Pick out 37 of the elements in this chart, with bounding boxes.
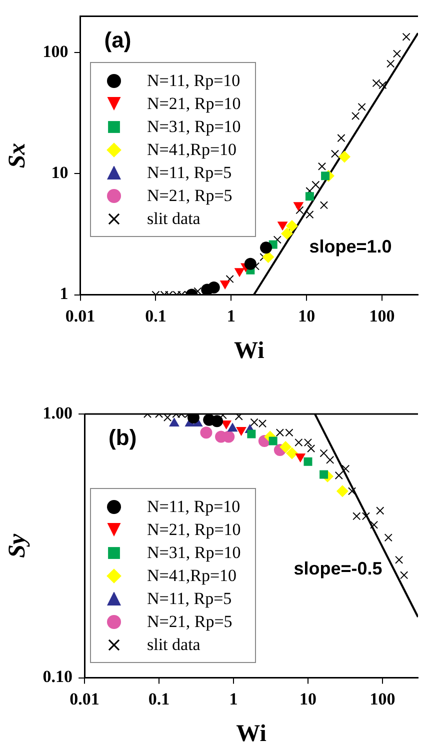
x-tick-label: 1 (226, 306, 236, 326)
x-tick-label: 1 (229, 689, 238, 708)
x-tick-label: 0.1 (148, 689, 170, 708)
x-tick-label: 10 (298, 306, 316, 326)
y-tick-label: 10 (51, 163, 68, 182)
legend-label: N=21, Rp=10 (147, 519, 241, 541)
y-tick-label: 0.10 (42, 667, 73, 686)
y-axis-title: Sy (4, 534, 31, 558)
legend-label: N=31, Rp=10 (147, 542, 241, 564)
legend-label: N=41,Rp=10 (147, 139, 237, 161)
annotation: slope=-0.5 (294, 558, 382, 579)
legend-label: N=11, Rp=5 (147, 588, 232, 610)
x-tick-label: 0.01 (65, 306, 96, 326)
legend-label: N=11, Rp=5 (147, 162, 232, 184)
x-axis-title: Wi (234, 338, 265, 364)
annotation: slope=1.0 (309, 236, 392, 256)
legend-label: N=21, Rp=5 (147, 611, 232, 633)
x-tick-label: 0.1 (145, 306, 166, 326)
x-tick-label: 10 (299, 689, 316, 708)
x-axis-title: Wi (236, 720, 267, 747)
text: (a) (104, 27, 132, 52)
legend-label: slit data (147, 208, 200, 230)
y-tick-label: 1 (60, 284, 68, 304)
x-tick-label: 0.01 (70, 689, 100, 708)
legend-label: N=41,Rp=10 (147, 565, 237, 587)
legend-label: slit data (147, 634, 200, 656)
y-tick-label: 100 (42, 42, 68, 62)
legend-label: N=31, Rp=10 (147, 116, 241, 138)
y-axis-title: Sx (4, 142, 31, 168)
legend-label: N=21, Rp=5 (147, 185, 232, 207)
x-tick-label: 100 (369, 306, 395, 326)
legend-label: N=21, Rp=10 (147, 93, 241, 115)
x-tick-label: 100 (370, 689, 396, 708)
y-tick-label: 1.00 (42, 403, 73, 422)
legend-label: N=11, Rp=10 (147, 70, 240, 92)
text: (b) (108, 425, 137, 450)
legend-label: N=11, Rp=10 (147, 496, 240, 518)
